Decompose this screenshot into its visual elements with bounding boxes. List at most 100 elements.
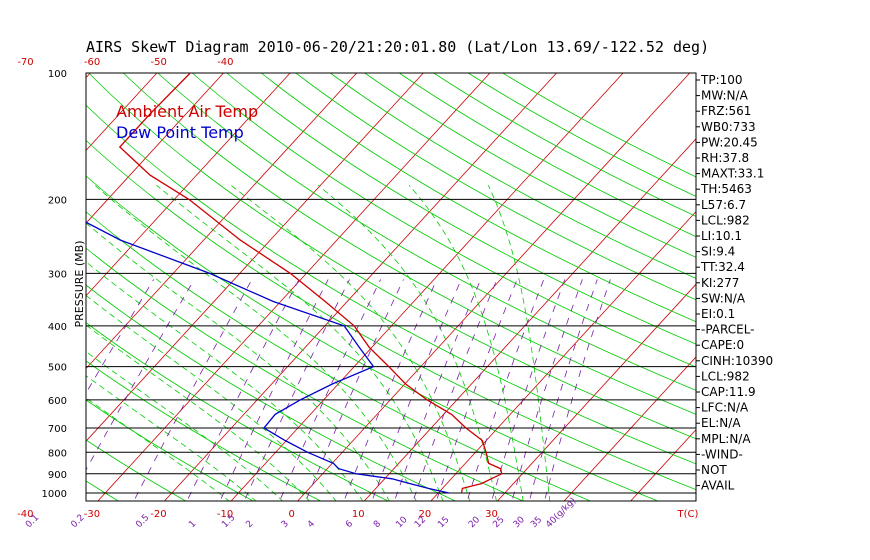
isotherm-line <box>86 73 358 370</box>
isotherm-line <box>97 73 491 501</box>
moist-adiabat-line <box>86 222 391 501</box>
dry-adiabat-line <box>330 73 696 279</box>
isotherm-line <box>563 356 696 501</box>
moist-adiabat-line <box>86 324 310 501</box>
mixing-ratio-line <box>245 279 350 499</box>
background-lines <box>0 73 696 501</box>
mixing-ratio-label: 2 <box>244 519 255 530</box>
sounding-index-item: TH:5463 <box>700 182 752 196</box>
legend-dew-point-temp: Dew Point Temp <box>116 123 244 142</box>
mixing-ratio-line <box>134 279 253 499</box>
dry-adiabat-line <box>86 322 389 501</box>
dry-adiabat-line <box>123 73 696 415</box>
dry-adiabat-line <box>88 73 696 440</box>
mixing-ratio-label: 10 <box>394 515 409 530</box>
pressure-tick-label: 700 <box>48 424 67 435</box>
sounding-index-item: PW:20.45 <box>701 135 758 149</box>
isotherm-line <box>86 73 424 442</box>
mixing-ratio-line <box>187 279 300 499</box>
sounding-index-item: MW:N/A <box>701 89 749 103</box>
sounding-index-item: MAXT:33.1 <box>701 167 764 181</box>
dry-adiabat-line <box>399 73 696 238</box>
top-temperature-tick: -40 <box>217 57 233 68</box>
sounding-index-item: EI:0.1 <box>701 307 735 321</box>
sounding-index-item: WB0:733 <box>701 120 756 134</box>
dry-adiabat-line <box>86 175 658 501</box>
moist-adiabat-line <box>94 184 417 501</box>
dry-adiabat-line <box>86 139 696 491</box>
moist-adiabat-line <box>156 184 444 501</box>
mixing-ratio-line <box>306 279 404 499</box>
moist-adiabat-line <box>230 184 471 501</box>
pressure-tick-label: 200 <box>48 195 67 206</box>
sounding-index-item: LCL:982 <box>701 213 750 227</box>
dry-adiabat-line <box>467 73 696 197</box>
mixing-ratio-line <box>372 279 462 499</box>
mixing-ratio-label: 15 <box>436 515 451 530</box>
mixing-ratio-line <box>344 279 438 499</box>
dry-adiabat-line <box>0 73 51 501</box>
pressure-tick-label: 600 <box>48 396 67 407</box>
pressure-tick-label: 300 <box>48 269 67 280</box>
bottom-temperature-tick: -20 <box>150 509 166 520</box>
isotherm-line <box>497 283 696 501</box>
pressure-tick-label: 800 <box>48 448 67 459</box>
mixing-ratio-line <box>395 279 482 499</box>
ambient-temperature-line <box>118 73 503 494</box>
mixing-ratio-line <box>86 279 155 394</box>
sounding-index-item: LI:10.1 <box>701 229 742 243</box>
sounding-index-item: MPL:N/A <box>701 432 751 446</box>
dry-adiabat-line <box>433 73 696 217</box>
pressure-gridlines <box>86 72 696 494</box>
sounding-index-item: AVAIL <box>701 479 735 493</box>
isotherm-line <box>86 73 291 297</box>
sounding-index-item: L57:6.7 <box>701 198 746 212</box>
sounding-index-item: CAPE:0 <box>701 338 744 352</box>
pressure-tick-label: 100 <box>48 69 67 80</box>
dry-adiabat-line <box>192 73 696 368</box>
moist-adiabat-line <box>487 185 551 501</box>
mixing-ratio-line <box>413 279 498 499</box>
moist-adiabat-line <box>86 375 257 501</box>
mixing-ratio-label: 20 <box>467 515 482 530</box>
dry-adiabat-line <box>86 360 321 501</box>
mixing-ratio-label: 30 <box>512 515 527 530</box>
pressure-tick-label: 900 <box>48 470 67 481</box>
isotherm-line <box>430 210 696 501</box>
sounding-index-item: LCL:982 <box>701 369 750 383</box>
sounding-index-item: NOT <box>701 463 727 477</box>
plot-frame <box>85 72 697 502</box>
sounding-index-item: -PARCEL- <box>701 323 755 337</box>
top-temperature-tick: -60 <box>84 57 100 68</box>
mixing-ratio-line <box>280 279 381 499</box>
moist-adiabat-line <box>86 261 364 501</box>
mixing-ratio-label: 0.5 <box>134 513 151 530</box>
mixing-ratio-line <box>436 279 518 499</box>
isotherm-line <box>164 73 557 501</box>
bottom-temperature-tick: -40 <box>17 509 33 520</box>
mixing-ratio-label: 35 <box>529 515 544 530</box>
dry-adiabat-line <box>86 104 696 465</box>
mixing-ratio-label: 6 <box>344 519 355 530</box>
dry-adiabat-line <box>226 73 696 345</box>
isotherm-line <box>86 73 158 152</box>
mixing-ratio-line <box>86 279 195 471</box>
sounding-index-item: KI:277 <box>701 276 739 290</box>
moist-adiabat-line <box>86 351 284 501</box>
dry-adiabat-line <box>86 284 456 501</box>
bottom-temperature-tick: 10 <box>352 509 365 520</box>
bottom-temperature-tick: T(C) <box>677 509 699 520</box>
moist-adiabat-line <box>86 397 230 501</box>
legend-ambient-air-temp: Ambient Air Temp <box>116 102 258 121</box>
isotherm-line <box>230 73 624 501</box>
bottom-temperature-tick: 30 <box>485 509 498 520</box>
sounding-index-item: LFC:N/A <box>701 401 749 415</box>
pressure-tick-label: 400 <box>48 322 67 333</box>
sounding-index-item: CINH:10390 <box>701 354 773 368</box>
mixing-ratio-line <box>467 279 545 499</box>
sounding-index-item: SI:9.4 <box>701 245 735 259</box>
top-temperature-tick: -50 <box>151 57 167 68</box>
bottom-temperature-tick: 0 <box>289 509 295 520</box>
